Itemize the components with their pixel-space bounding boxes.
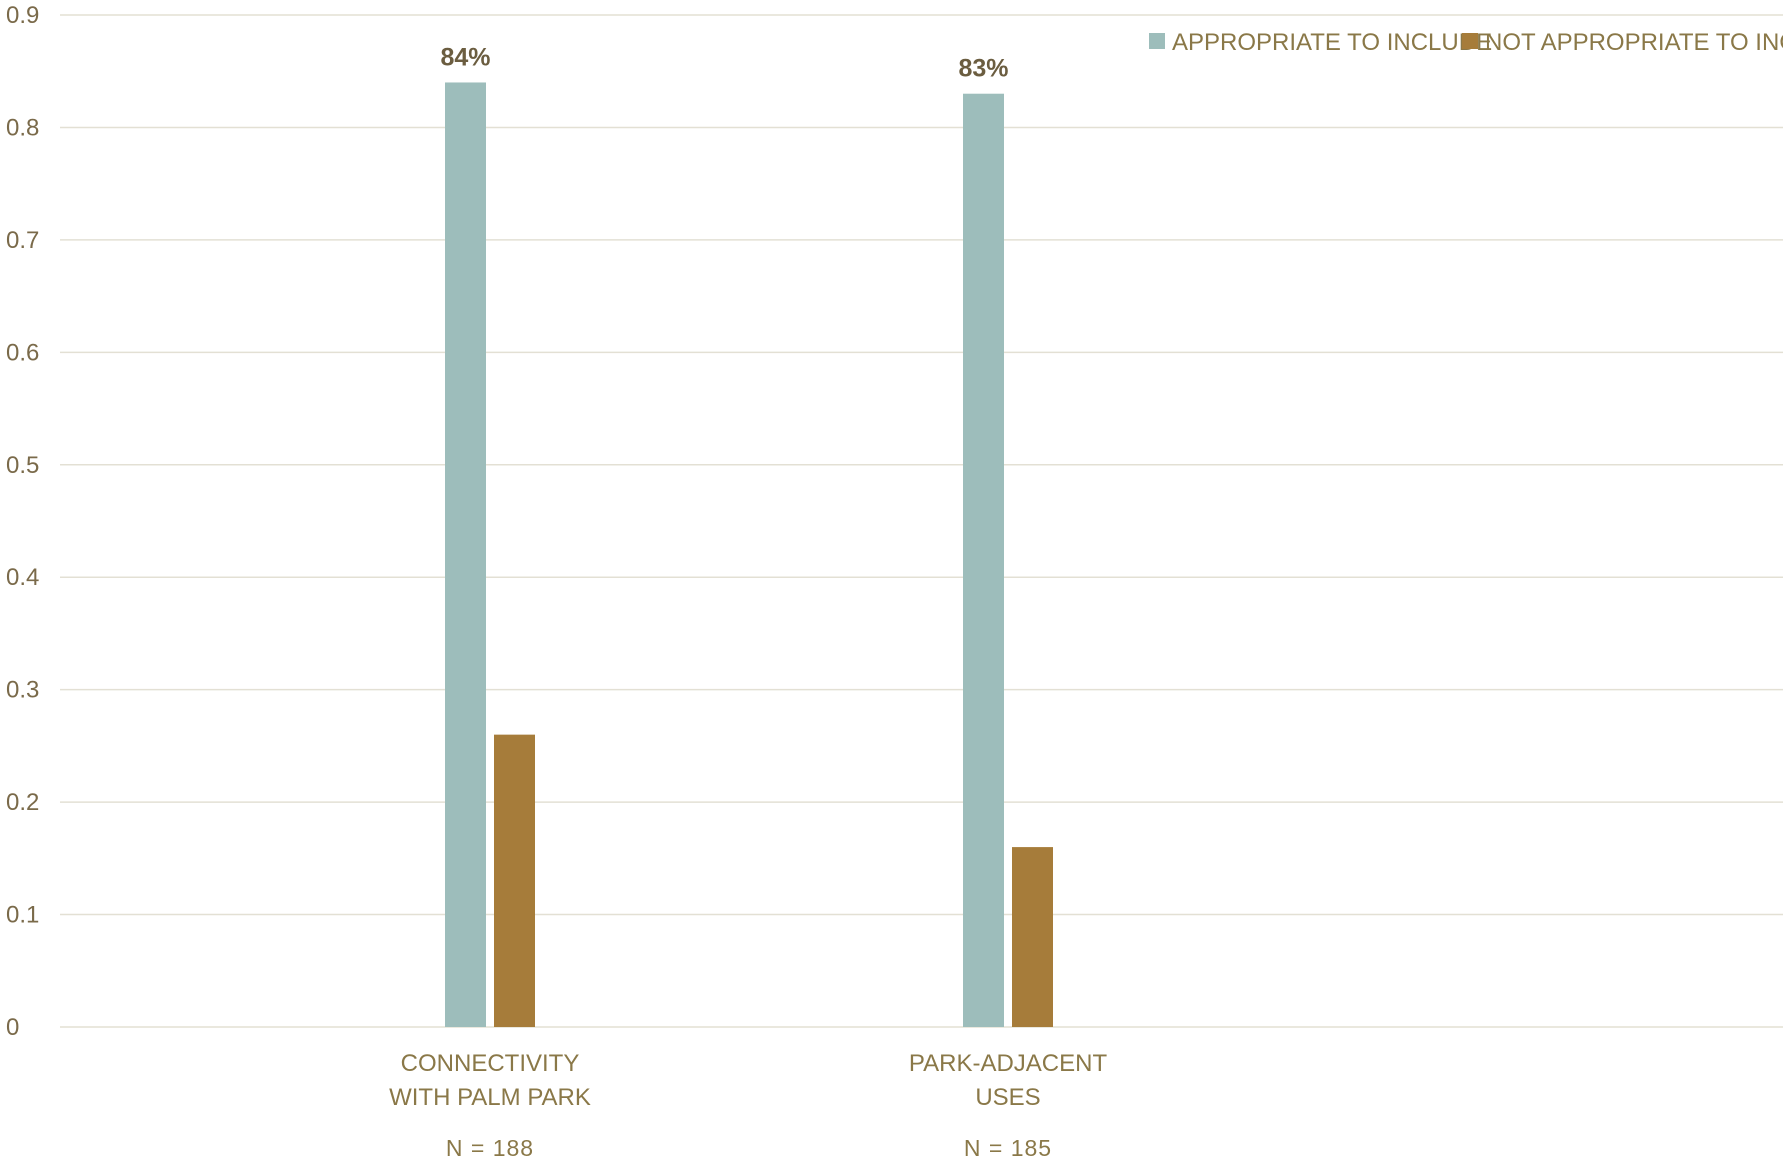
legend-swatch xyxy=(1149,33,1165,49)
data-label: 83% xyxy=(958,55,1008,83)
bar-not-appropriate xyxy=(1012,847,1053,1027)
gridlines xyxy=(60,14,1783,1028)
bar-appropriate xyxy=(963,93,1004,1027)
y-tick-label: 0 xyxy=(6,1014,19,1041)
x-category-label: WITH PALM PARK xyxy=(389,1084,591,1111)
sample-size-label: N = 188 xyxy=(446,1135,534,1160)
x-category-label: PARK-ADJACENT xyxy=(909,1050,1108,1077)
y-tick-label: 0.6 xyxy=(6,339,39,366)
legend-swatch xyxy=(1462,33,1478,49)
sample-size-label: N = 185 xyxy=(964,1135,1052,1160)
y-tick-label: 0.4 xyxy=(6,564,39,591)
y-tick-label: 0.7 xyxy=(6,227,39,254)
data-labels: 84% 83% xyxy=(440,43,1008,82)
y-axis-tick-labels: 0 0.1 0.2 0.3 0.4 0.5 0.6 0.7 0.8 0.9 xyxy=(6,2,39,1041)
y-tick-label: 0.9 xyxy=(6,2,39,29)
x-category-label: CONNECTIVITY xyxy=(401,1050,580,1077)
bar-not-appropriate xyxy=(494,734,535,1027)
x-category-label: USES xyxy=(975,1084,1040,1111)
y-tick-label: 0.2 xyxy=(6,789,39,816)
legend-label: APPROPRIATE TO INCLUDE xyxy=(1172,29,1492,56)
bars xyxy=(445,82,1053,1027)
y-tick-label: 0.5 xyxy=(6,452,39,479)
y-tick-label: 0.8 xyxy=(6,114,39,141)
data-label: 84% xyxy=(440,43,490,71)
y-tick-label: 0.3 xyxy=(6,677,39,704)
x-axis-category-labels: CONNECTIVITY WITH PALM PARK N = 188 PARK-AD… xyxy=(389,1050,1107,1160)
bar-appropriate xyxy=(445,82,486,1027)
y-tick-label: 0.1 xyxy=(6,902,39,929)
legend-label: NOT APPROPRIATE TO INCLUDE xyxy=(1485,29,1783,56)
